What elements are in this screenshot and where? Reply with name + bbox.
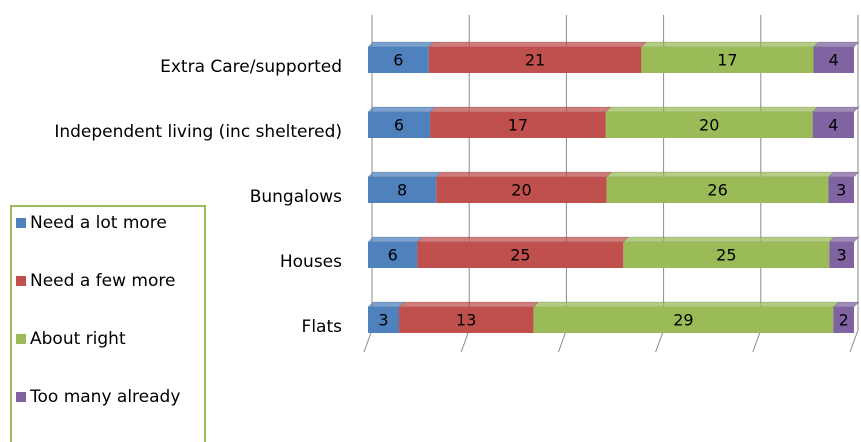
bar-top	[429, 106, 612, 113]
data-label: 17	[717, 51, 737, 70]
data-label: 13	[456, 311, 476, 330]
data-label: 3	[836, 181, 846, 200]
bar-top	[532, 301, 839, 308]
bar-top	[606, 171, 835, 178]
legend-label: Need a few more	[30, 271, 176, 291]
bar	[641, 47, 814, 73]
data-label: 20	[511, 181, 531, 200]
y-tick-label: Houses	[280, 252, 342, 272]
legend-swatch	[16, 218, 26, 228]
bar-top	[622, 236, 835, 243]
y-tick-label: Extra Care/supported	[160, 57, 342, 77]
bar-top	[640, 41, 820, 48]
legend-label: Too many already	[30, 387, 181, 407]
bar	[436, 177, 607, 203]
bar-top	[367, 106, 436, 113]
data-label: 3	[837, 246, 847, 265]
bar	[813, 47, 854, 73]
bar	[430, 112, 606, 138]
data-label: 2	[839, 311, 849, 330]
bar	[533, 307, 834, 333]
grid-line	[849, 15, 859, 353]
bar-top	[435, 171, 613, 178]
data-label: 29	[673, 311, 693, 330]
data-label: 17	[508, 116, 528, 135]
y-tick-label: Independent living (inc sheltered)	[54, 122, 342, 142]
bar-top	[828, 236, 860, 243]
legend: Need a lot more Need a few more About righ…	[10, 205, 206, 442]
data-label: 6	[394, 116, 404, 135]
legend-swatch	[16, 276, 26, 286]
bar	[605, 112, 813, 138]
bar-top	[416, 236, 629, 243]
legend-label: Need a lot more	[30, 213, 167, 233]
data-label: 25	[716, 246, 736, 265]
bar-top	[812, 106, 860, 113]
bar-top	[398, 301, 540, 308]
bar	[368, 112, 431, 138]
legend-swatch	[16, 392, 26, 402]
y-tick-label: Flats	[302, 317, 343, 337]
data-label: 6	[393, 51, 403, 70]
bar	[368, 307, 400, 333]
legend-item: Need a few more	[16, 269, 202, 293]
data-label: 25	[510, 246, 530, 265]
data-label: 6	[388, 246, 398, 265]
bar	[828, 177, 854, 203]
data-label: 8	[397, 181, 407, 200]
data-label: 4	[829, 51, 839, 70]
bar-top	[367, 301, 405, 308]
bar-top	[605, 106, 819, 113]
legend-swatch	[16, 334, 26, 344]
bar	[399, 307, 534, 333]
legend-item: Too many already	[16, 385, 202, 409]
bar-top	[367, 41, 435, 48]
bar	[417, 242, 624, 268]
legend-item: Need a lot more	[16, 211, 202, 235]
bar	[428, 47, 642, 73]
bar-top	[428, 41, 647, 48]
legend-label: About right	[30, 329, 126, 349]
bar	[368, 242, 418, 268]
bar	[368, 177, 437, 203]
data-label: 20	[699, 116, 719, 135]
bar-top	[367, 236, 424, 243]
data-label: 21	[525, 51, 545, 70]
legend-item: About right	[16, 327, 202, 351]
bar	[368, 47, 429, 73]
bar	[833, 307, 854, 333]
bar	[812, 112, 854, 138]
data-label: 4	[828, 116, 838, 135]
data-label: 3	[378, 311, 388, 330]
y-tick-label: Bungalows	[250, 187, 342, 207]
bar	[829, 242, 854, 268]
bar	[606, 177, 829, 203]
bar-top	[827, 171, 860, 178]
bar-top	[367, 171, 442, 178]
bar-top	[812, 41, 860, 48]
data-label: 26	[707, 181, 727, 200]
bar	[623, 242, 830, 268]
